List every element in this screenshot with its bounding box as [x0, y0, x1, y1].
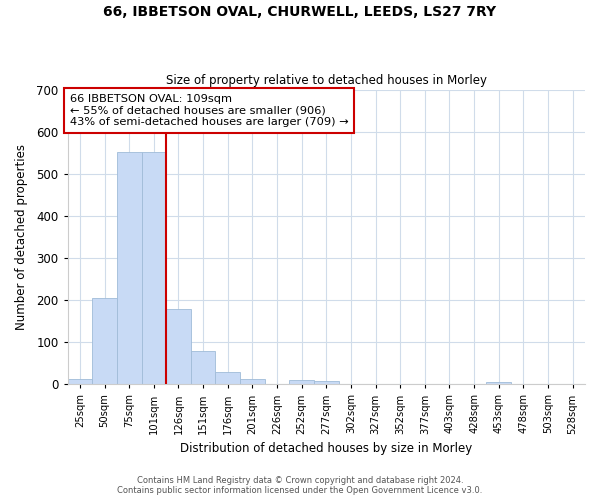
Title: Size of property relative to detached houses in Morley: Size of property relative to detached ho… [166, 74, 487, 87]
Bar [166, 310, 191, 384]
Bar [487, 382, 511, 384]
Text: 66 IBBETSON OVAL: 109sqm
← 55% of detached houses are smaller (906)
43% of semi-: 66 IBBETSON OVAL: 109sqm ← 55% of detach… [70, 94, 349, 127]
Bar [68, 379, 92, 384]
Bar [314, 382, 338, 384]
Y-axis label: Number of detached properties: Number of detached properties [15, 144, 28, 330]
X-axis label: Distribution of detached houses by size in Morley: Distribution of detached houses by size … [180, 442, 472, 455]
Bar [215, 372, 240, 384]
Text: 66, IBBETSON OVAL, CHURWELL, LEEDS, LS27 7RY: 66, IBBETSON OVAL, CHURWELL, LEEDS, LS27… [103, 5, 497, 19]
Bar [240, 379, 265, 384]
Bar [289, 380, 314, 384]
Bar [117, 152, 142, 384]
Text: Contains HM Land Registry data © Crown copyright and database right 2024.
Contai: Contains HM Land Registry data © Crown c… [118, 476, 482, 495]
Bar [191, 352, 215, 384]
Bar [142, 152, 166, 384]
Bar [92, 298, 117, 384]
